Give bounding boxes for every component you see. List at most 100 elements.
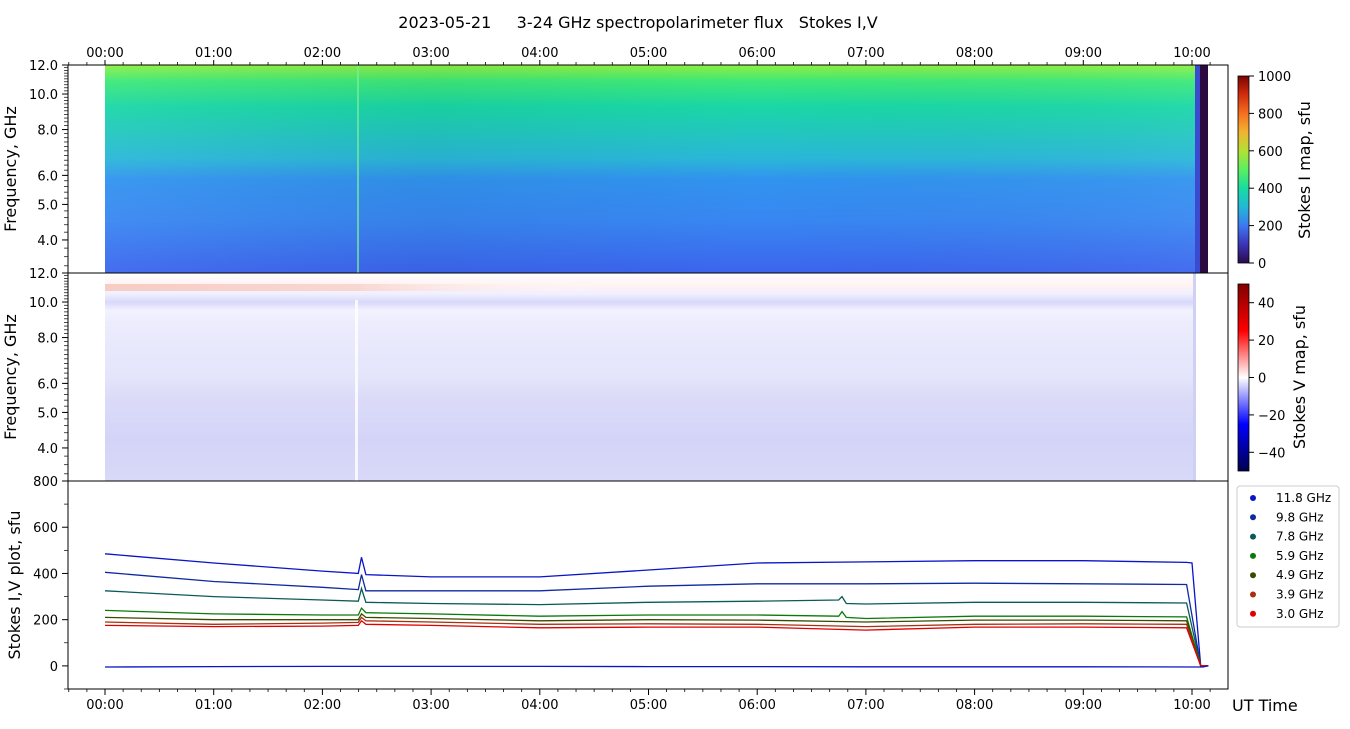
bottom-tick-label: 06:00: [738, 698, 775, 713]
y-tick-label: 600: [33, 521, 58, 536]
legend-label: 5.9 GHz: [1276, 549, 1324, 563]
colorbar-tick-label: 400: [1258, 182, 1283, 197]
top-tick-label: 07:00: [847, 46, 884, 61]
stokes-iv-lines: [104, 553, 1209, 668]
stokes-iv-frame: [67, 480, 1229, 690]
bottom-tick-label: 09:00: [1065, 698, 1102, 713]
stokes-v-red-band: [105, 284, 605, 291]
panel-stokes-iv-plot: 600 400 200 0 800 Stokes I,V plot, sfu 11.8 …: [5, 475, 1340, 690]
bottom-tick-label: 00:00: [86, 698, 123, 713]
series-line-1: [104, 571, 1209, 667]
bottom-time-ticks: 00:00 01:00 02:00 03:00 04:00 05:00 06:00 07:00…: [68, 689, 1211, 713]
freq-tick-label: 6.0: [37, 377, 58, 392]
colorbar-tick-label: −20: [1258, 409, 1285, 424]
freq-tick-label: 5.0: [37, 198, 58, 213]
bottom-tick-label: 02:00: [304, 698, 341, 713]
freq-tick-label: 5.0: [37, 406, 58, 421]
legend-marker: [1250, 591, 1256, 598]
y-tick-label: 0: [50, 660, 58, 675]
freq-tick-label: 12.0: [29, 267, 58, 282]
y-tick-label: 200: [33, 614, 58, 629]
y-tick-label: 800: [33, 475, 58, 490]
colorbar-tick-label: 0: [1258, 257, 1266, 272]
legend-label: 11.8 GHz: [1276, 491, 1331, 505]
freq-tick-label: 8.0: [37, 332, 58, 347]
legend: 11.8 GHz 9.8 GHz 7.8 GHz 5.9 GHz 4.9 GHz 3.9 …: [1250, 491, 1331, 621]
stokes-v-colorbar-ticks: 40 20 0 −20 −40: [1249, 297, 1285, 461]
legend-box: [1236, 485, 1340, 628]
y-tick-label: 400: [33, 567, 58, 582]
legend-label: 3.9 GHz: [1276, 588, 1324, 602]
freq-tick-label: 4.0: [37, 442, 58, 457]
series-line-5: [104, 616, 1209, 667]
top-tick-label: 09:00: [1065, 46, 1102, 61]
stokes-i-colorbar-ticks: 0 200 400 600 800 1000: [1249, 70, 1291, 272]
top-time-ticks: 00:00 01:00 02:00 03:00 04:00 05:00 06:00 07:00…: [68, 46, 1211, 65]
legend-label: 4.9 GHz: [1276, 568, 1324, 582]
stokes-i-heatmap-shade: [105, 65, 1195, 273]
bottom-tick-label: 03:00: [412, 698, 449, 713]
colorbar-tick-label: 600: [1258, 145, 1283, 160]
bottom-tick-label: 10:00: [1173, 698, 1210, 713]
colorbar-tick-label: −40: [1258, 446, 1285, 461]
colorbar-tick-label: 20: [1258, 334, 1275, 349]
stokes-v-heatmap-area: [105, 273, 1195, 481]
colorbar-tick-label: 800: [1258, 107, 1283, 122]
bottom-tick-label: 05:00: [630, 698, 667, 713]
stokes-i-end-band: [1195, 65, 1200, 273]
legend-marker: [1250, 514, 1256, 521]
stokes-i-burst-line: [357, 65, 359, 273]
legend-marker: [1250, 572, 1256, 579]
top-tick-label: 06:00: [738, 46, 775, 61]
freq-tick-label: 10.0: [29, 88, 58, 103]
stokes-i-end-dark: [1200, 65, 1208, 273]
legend-label: 3.0 GHz: [1276, 607, 1324, 621]
top-tick-label: 01:00: [195, 46, 232, 61]
stokes-i-y-ticks: 12.0 10.0 8.0 6.0 5.0 4.0: [29, 59, 68, 267]
bottom-tick-label: 01:00: [195, 698, 232, 713]
series-line-7: [104, 665, 1209, 668]
freq-tick-label: 4.0: [37, 234, 58, 249]
bottom-tick-label: 07:00: [847, 698, 884, 713]
stokes-v-colorbar-label: Stokes V map, sfu: [1290, 305, 1309, 449]
freq-tick-label: 8.0: [37, 124, 58, 139]
top-tick-label: 03:00: [412, 46, 449, 61]
stokes-i-ylabel: Frequency, GHz: [1, 106, 20, 232]
colorbar-tick-label: 40: [1258, 297, 1275, 312]
top-tick-label: 08:00: [956, 46, 993, 61]
series-line-6: [104, 619, 1209, 667]
panel-stokes-v: 12.0 10.0 8.0 6.0 5.0 4.0 Frequency, GHz 40 20…: [1, 267, 1309, 482]
x-axis-label: UT Time: [1232, 696, 1298, 715]
top-tick-label: 04:00: [521, 46, 558, 61]
series-line-3: [104, 606, 1209, 667]
stokes-v-colorbar: [1237, 283, 1250, 472]
top-tick-label: 05:00: [630, 46, 667, 61]
legend-label: 7.8 GHz: [1276, 530, 1324, 544]
legend-label: 9.8 GHz: [1276, 510, 1324, 524]
legend-marker: [1250, 533, 1256, 540]
freq-tick-label: 6.0: [37, 169, 58, 184]
stokes-i-colorbar-label: Stokes I map, sfu: [1295, 101, 1314, 239]
top-tick-label: 10:00: [1173, 46, 1210, 61]
stokes-v-y-ticks: 12.0 10.0 8.0 6.0 5.0 4.0: [29, 267, 68, 475]
series-line-4: [104, 612, 1209, 667]
stokes-iv-ylabel: Stokes I,V plot, sfu: [5, 511, 24, 660]
freq-tick-label: 12.0: [29, 59, 58, 74]
panel-stokes-i: 12.0 10.0 8.0 6.0 5.0 4.0 Frequency, GHz 0 200…: [1, 59, 1314, 274]
legend-marker: [1250, 495, 1256, 501]
series-line-0: [104, 553, 1209, 667]
stokes-v-ylabel: Frequency, GHz: [1, 314, 20, 440]
top-tick-label: 02:00: [304, 46, 341, 61]
top-tick-label: 00:00: [86, 46, 123, 61]
colorbar-tick-label: 1000: [1258, 70, 1291, 85]
stokes-iv-y-ticks: 600 400 200 0 800: [33, 475, 68, 690]
freq-tick-label: 10.0: [29, 296, 58, 311]
stokes-v-burst-line: [355, 300, 358, 481]
colorbar-tick-label: 0: [1258, 372, 1266, 387]
stokes-v-end-line: [1193, 273, 1196, 481]
bottom-tick-label: 08:00: [956, 698, 993, 713]
legend-marker: [1250, 610, 1256, 617]
bottom-tick-label: 04:00: [521, 698, 558, 713]
stokes-i-colorbar: [1237, 75, 1250, 264]
